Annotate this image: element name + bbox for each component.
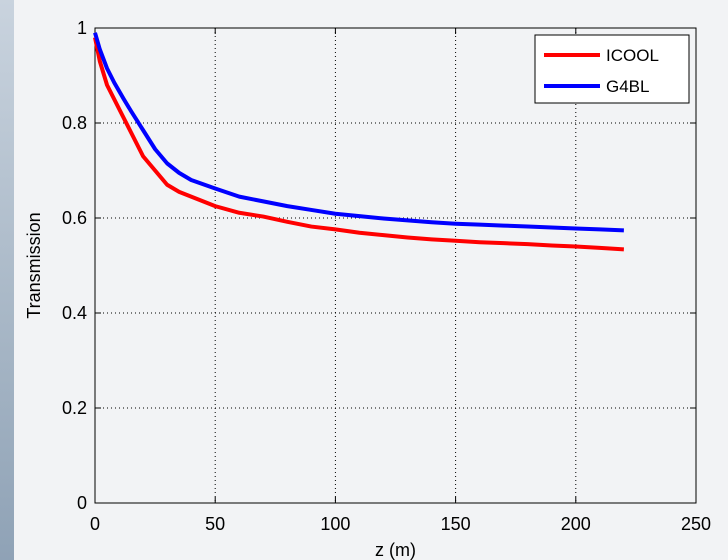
series-lines	[93, 32, 624, 252]
x-tick-label: 50	[205, 514, 225, 534]
x-tick-label: 250	[681, 514, 711, 534]
y-tick-label: 1	[77, 18, 87, 38]
legend-label-icool: ICOOL	[606, 46, 659, 65]
series-line-g4bl	[93, 32, 624, 233]
x-tick-label: 100	[320, 514, 350, 534]
left-decorative-band	[0, 0, 14, 560]
x-tick-label: 200	[561, 514, 591, 534]
y-tick-label: 0	[77, 493, 87, 513]
legend-box	[534, 34, 690, 104]
y-tick-label: 0.2	[62, 398, 87, 418]
plot-area-frame	[94, 27, 697, 504]
ticks: 0 50 100 150 200 250 0 0.2 0.4 0.6 0.8 1	[62, 18, 711, 534]
x-tick-label: 0	[90, 514, 100, 534]
series-line-icool	[93, 37, 624, 252]
y-tick-label: 0.4	[62, 303, 87, 323]
legend-label-g4bl: G4BL	[606, 77, 649, 96]
y-tick-label: 0.6	[62, 208, 87, 228]
x-axis-label: z (m)	[375, 540, 416, 560]
x-tick-label: 150	[441, 514, 471, 534]
y-tick-label: 0.8	[62, 113, 87, 133]
legend: ICOOL G4BL	[534, 34, 690, 104]
y-axis-label: Transmission	[24, 212, 44, 318]
